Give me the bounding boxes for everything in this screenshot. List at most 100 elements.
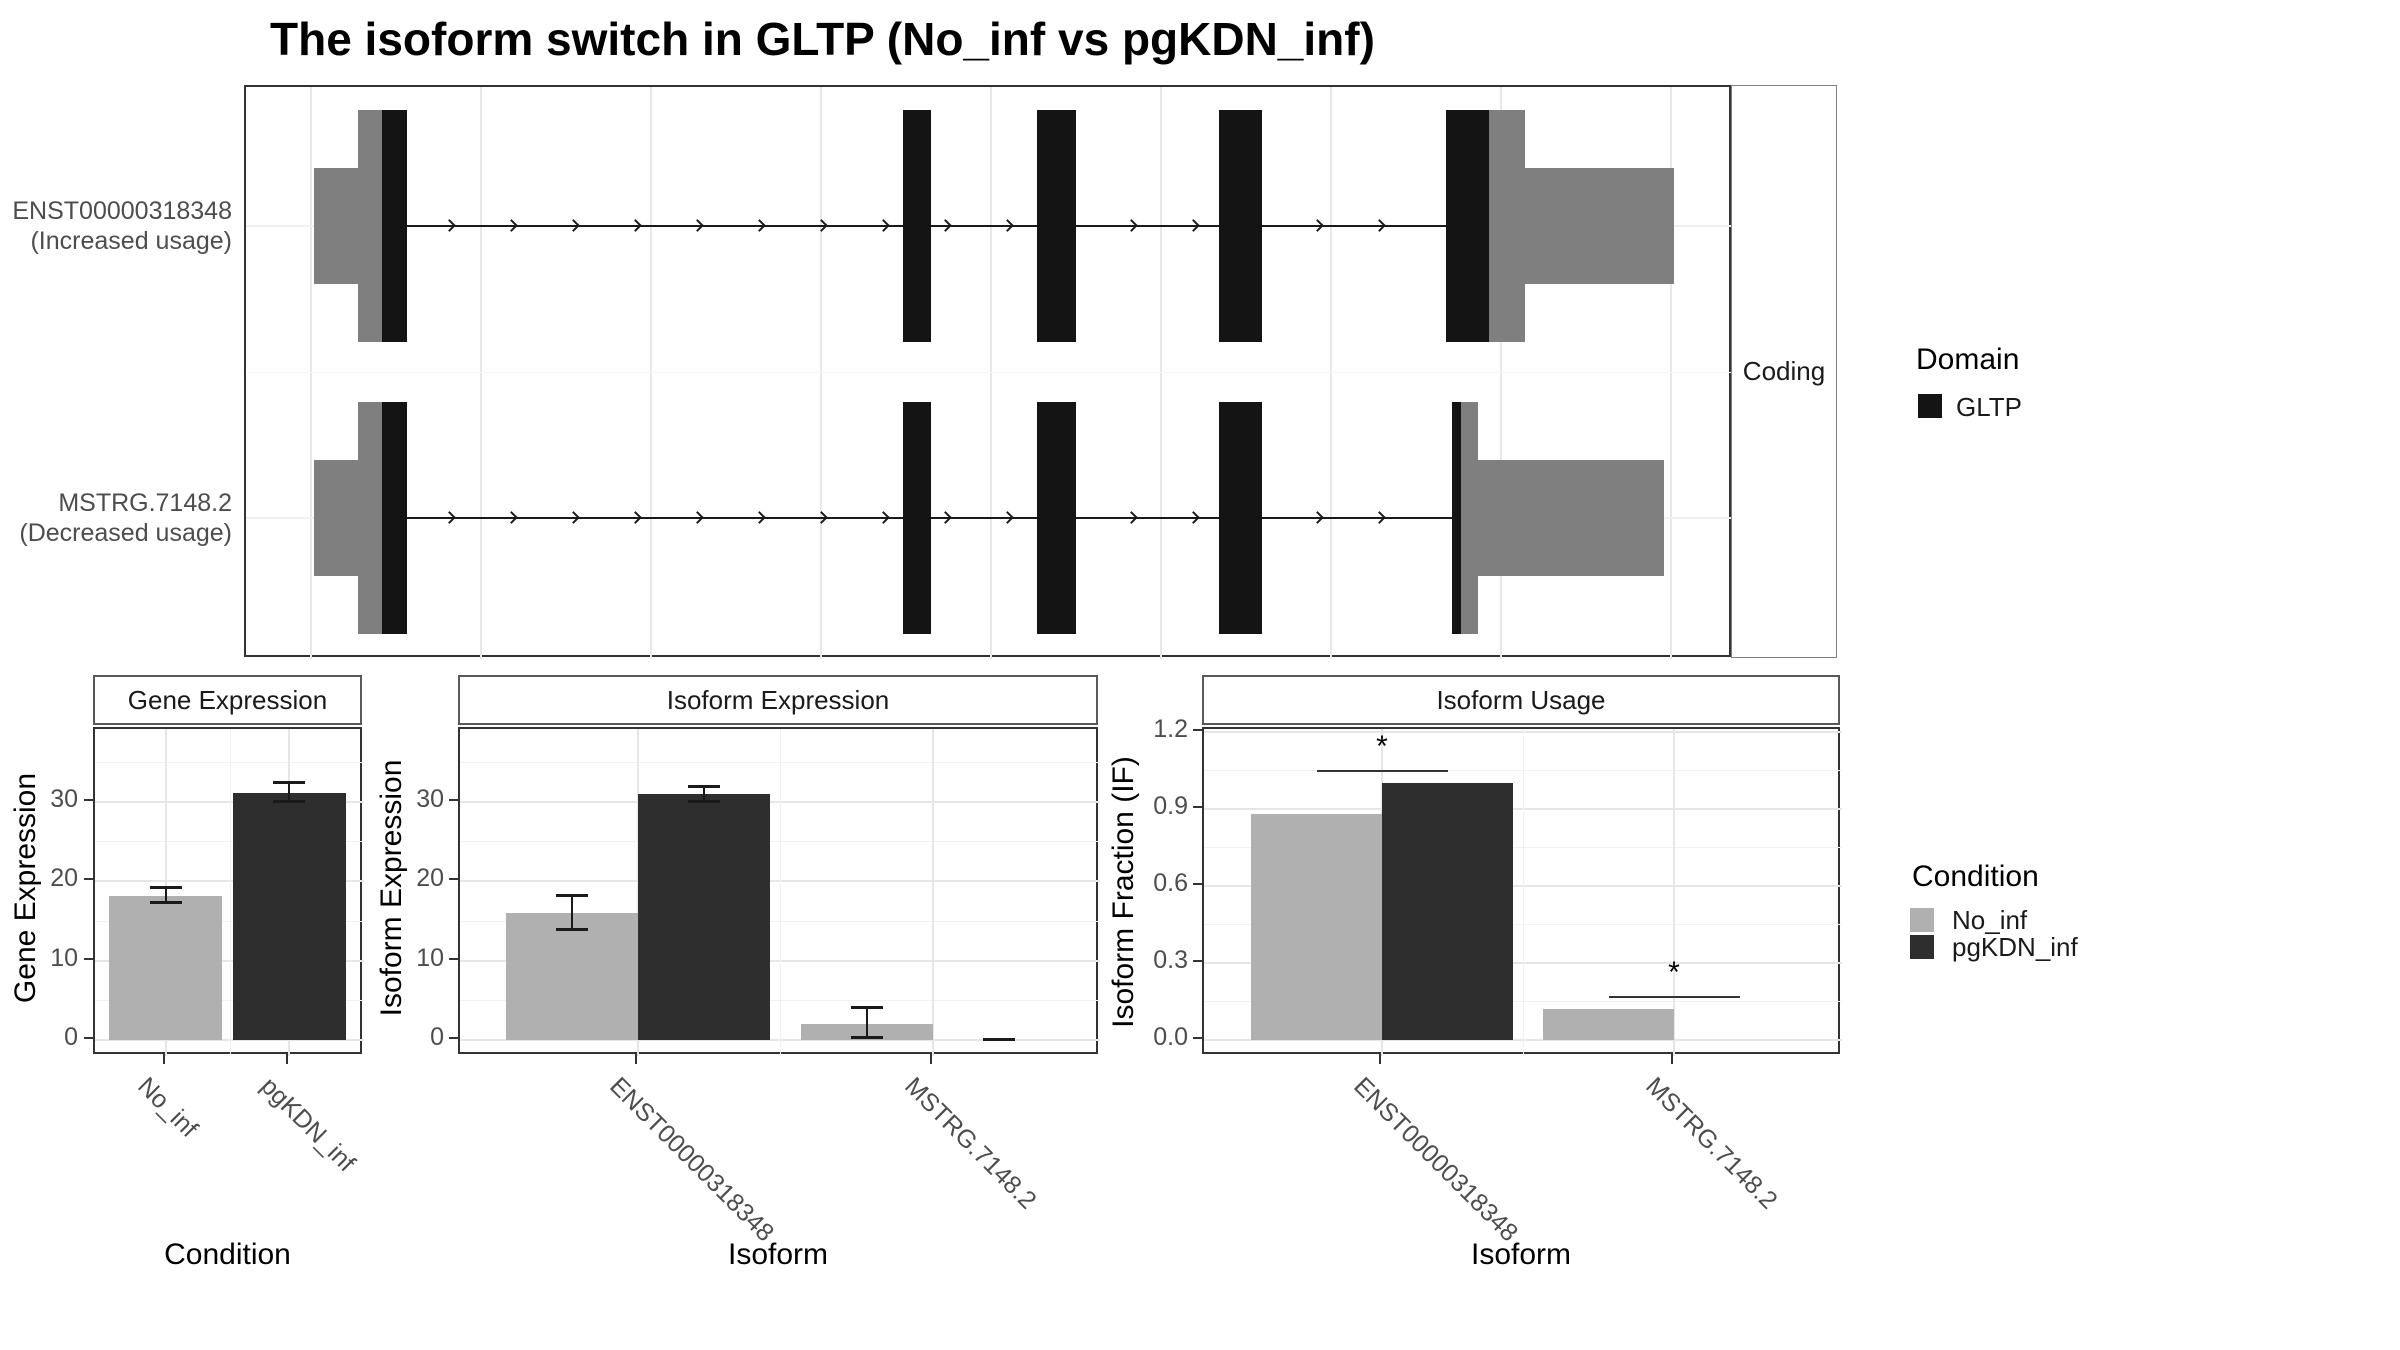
gridline-vertical-minor — [1523, 729, 1524, 1056]
error-bar-cap — [688, 800, 720, 804]
y-axis-tick-label: 1.2 — [1153, 714, 1188, 743]
gridline-vertical — [480, 87, 482, 659]
y-axis-tick-label: 30 — [50, 784, 78, 813]
error-bar-line — [288, 782, 290, 803]
intron-direction-arrow-icon — [753, 511, 766, 524]
intron-direction-arrow-icon — [443, 219, 456, 232]
intron-direction-arrow-icon — [1311, 219, 1324, 232]
intron-direction-arrow-icon — [753, 219, 766, 232]
y-axis-tick — [1193, 1037, 1202, 1039]
exon-segment — [1478, 460, 1664, 576]
x-axis-tick-label: No_inf — [131, 1072, 203, 1143]
y-axis-tick — [84, 798, 93, 801]
gridline-vertical-minor — [780, 729, 781, 1056]
error-bar-cap — [851, 1036, 883, 1040]
significance-star: * — [1376, 730, 1388, 764]
y-axis-tick-label: 0.9 — [1153, 791, 1188, 820]
x-axis-tick — [162, 1054, 165, 1064]
exon-segment — [1525, 168, 1674, 284]
gridline-vertical — [932, 729, 934, 1056]
x-axis-tick-label: MSTRG.7148.2 — [899, 1072, 1042, 1215]
x-axis-tick-label: pgKDN_inf — [255, 1072, 361, 1178]
error-bar-cap — [688, 785, 720, 789]
strip-isoform-usage: Isoform Usage — [1202, 675, 1840, 725]
gridline-vertical — [1160, 87, 1162, 659]
error-bar-cap — [273, 781, 305, 785]
bar-No_inf-ENST00000318348 — [506, 912, 638, 1040]
intron-direction-arrow-icon — [939, 219, 952, 232]
exon-segment — [314, 460, 358, 576]
y-axis-tick-label: 10 — [50, 943, 78, 972]
y-axis-tick — [1193, 959, 1202, 962]
facet-strip-coding-label: Coding — [1742, 356, 1826, 386]
intron-direction-arrow-icon — [1125, 511, 1138, 524]
domain-legend-swatch-gltp — [1918, 394, 1942, 418]
y-axis-tick — [84, 957, 93, 960]
exon-domain-segment — [382, 110, 407, 342]
error-bar-cap — [851, 1005, 883, 1009]
exon-segment — [358, 402, 382, 634]
error-bar-line — [703, 786, 705, 803]
gridline-vertical — [1330, 87, 1332, 659]
error-bar-line — [571, 895, 573, 931]
intron-direction-arrow-icon — [1187, 511, 1200, 524]
intron-direction-arrow-icon — [629, 219, 642, 232]
gridline-vertical — [310, 87, 312, 659]
significance-line — [1316, 770, 1448, 773]
exon-segment — [358, 110, 382, 342]
intron-direction-arrow-icon — [567, 511, 580, 524]
intron-direction-arrow-icon — [815, 219, 828, 232]
y-axis-tick-label: 20 — [416, 864, 444, 892]
y-axis-tick-label: 0.0 — [1153, 1023, 1188, 1051]
significance-star: * — [1668, 956, 1680, 990]
isoform-2-usage-note: (Decreased usage) — [19, 519, 232, 547]
isoform-expression-panel — [458, 727, 1100, 1056]
strip-isoform-usage-label: Isoform Usage — [1436, 684, 1606, 715]
y-axis-tick-label: 0 — [430, 1023, 444, 1051]
y-axis-tick — [449, 878, 458, 880]
y-axis-tick-label: 0.3 — [1153, 945, 1188, 974]
intron-direction-arrow-icon — [1373, 219, 1386, 232]
exon-domain-segment — [1446, 110, 1489, 342]
exon-domain-segment — [1219, 110, 1262, 342]
isoform-usage-panel: * * — [1202, 727, 1842, 1056]
x-axis-title-condition: Condition — [164, 1238, 291, 1271]
x-axis-tick — [286, 1054, 288, 1064]
isoform-1-id: ENST00000318348 — [12, 197, 232, 225]
gridline-vertical — [1670, 87, 1672, 659]
intron-direction-arrow-icon — [443, 511, 456, 524]
error-bar-line — [164, 887, 167, 904]
condition-legend-label-no-inf: No_inf — [1952, 905, 2028, 935]
x-axis-title-isoform-mid: Isoform — [727, 1238, 829, 1271]
intron-direction-arrow-icon — [815, 511, 828, 524]
intron-direction-arrow-icon — [505, 511, 518, 524]
error-bar-cap — [556, 928, 588, 932]
exon-segment — [314, 168, 358, 284]
isoform-2-id: MSTRG.7148.2 — [58, 489, 232, 517]
gridline-vertical — [1500, 87, 1502, 659]
strip-isoform-expression-label: Isoform Expression — [666, 684, 890, 715]
transcript-structure-panel — [244, 85, 1733, 659]
x-axis-tick — [930, 1054, 932, 1064]
y-axis-tick-label: 30 — [416, 784, 444, 813]
exon-domain-segment — [1219, 402, 1262, 634]
error-bar-cap — [983, 1038, 1015, 1041]
strip-isoform-expression: Isoform Expression — [458, 675, 1098, 725]
intron-direction-arrow-icon — [877, 511, 890, 524]
x-axis-tick — [1671, 1054, 1673, 1064]
isoform-row-label-1: ENST00000318348 (Increased usage) — [8, 196, 232, 256]
gridline-horizontal-minor — [246, 372, 1733, 373]
exon-domain-segment — [382, 402, 407, 634]
y-axis-tick-label: 0.6 — [1153, 868, 1188, 897]
domain-legend-title: Domain — [1916, 343, 2020, 376]
gridline-vertical — [990, 87, 992, 659]
x-axis-title-isoform-right: Isoform — [1470, 1238, 1572, 1271]
gridline-vertical — [820, 87, 822, 659]
y-axis-tick — [449, 1037, 458, 1039]
intron-direction-arrow-icon — [1187, 219, 1200, 232]
gene-expression-panel — [93, 727, 364, 1056]
y-axis-tick — [84, 1037, 93, 1039]
x-axis-tick-label: ENST00000318348 — [604, 1072, 780, 1248]
error-bar-cap — [149, 901, 182, 905]
isoform-row-label-2: MSTRG.7148.2 (Decreased usage) — [8, 488, 232, 548]
